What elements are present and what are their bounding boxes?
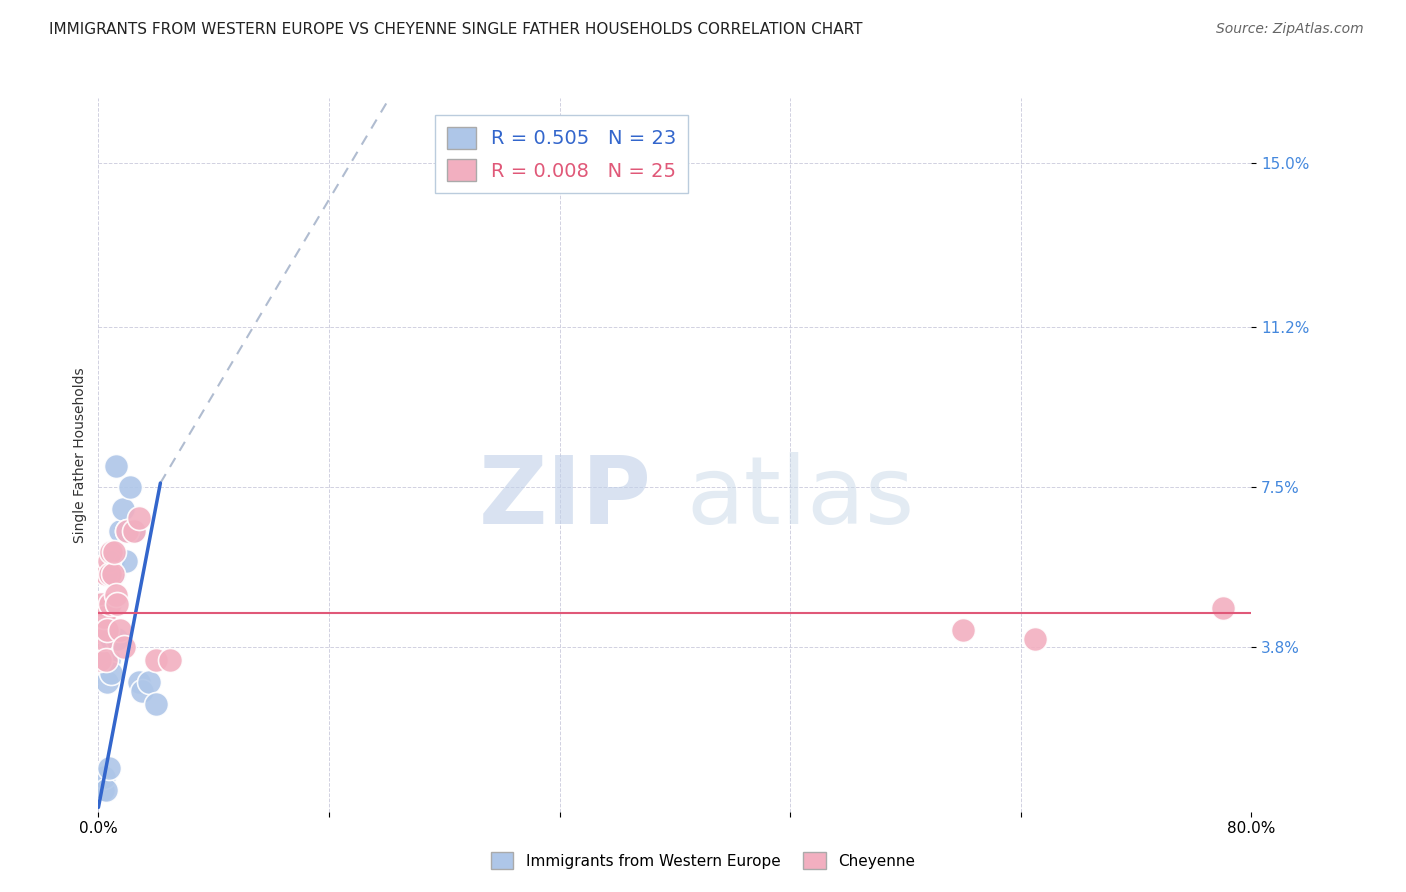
- Point: [111, 502, 134, 516]
- Point: [114, 554, 136, 568]
- Legend: Immigrants from Western Europe, Cheyenne: Immigrants from Western Europe, Cheyenne: [485, 846, 921, 875]
- Point: [103, 566, 125, 581]
- Point: [104, 458, 127, 473]
- Point: [100, 632, 122, 646]
- Point: [105, 632, 128, 646]
- Point: [128, 675, 150, 690]
- Point: [97, 653, 120, 667]
- Y-axis label: Single Father Households: Single Father Households: [73, 368, 87, 542]
- Point: [101, 566, 124, 581]
- Point: [98, 597, 121, 611]
- Point: [100, 666, 122, 681]
- Point: [93, 610, 115, 624]
- Text: ZIP: ZIP: [479, 451, 652, 544]
- Point: [103, 545, 125, 559]
- Point: [96, 623, 118, 637]
- Point: [120, 480, 142, 494]
- Point: [91, 783, 114, 797]
- Point: [94, 653, 117, 667]
- Point: [97, 762, 120, 776]
- Point: [94, 783, 117, 797]
- Point: [108, 524, 131, 538]
- Point: [97, 554, 120, 568]
- Point: [100, 545, 122, 559]
- Legend: R = 0.505   N = 23, R = 0.008   N = 25: R = 0.505 N = 23, R = 0.008 N = 25: [434, 115, 688, 193]
- Point: [131, 683, 153, 698]
- Point: [124, 524, 146, 538]
- Text: atlas: atlas: [686, 451, 915, 544]
- Point: [89, 653, 111, 667]
- Point: [90, 597, 112, 611]
- Point: [98, 566, 121, 581]
- Point: [117, 524, 139, 538]
- Point: [108, 623, 131, 637]
- Point: [104, 589, 127, 603]
- Point: [96, 675, 118, 690]
- Point: [112, 640, 135, 655]
- Point: [138, 675, 160, 690]
- Point: [101, 554, 124, 568]
- Point: [145, 697, 167, 711]
- Point: [117, 524, 139, 538]
- Point: [1212, 601, 1234, 615]
- Point: [124, 524, 146, 538]
- Point: [105, 597, 128, 611]
- Point: [98, 566, 121, 581]
- Point: [159, 653, 181, 667]
- Point: [93, 770, 115, 784]
- Point: [94, 566, 117, 581]
- Text: IMMIGRANTS FROM WESTERN EUROPE VS CHEYENNE SINGLE FATHER HOUSEHOLDS CORRELATION : IMMIGRANTS FROM WESTERN EUROPE VS CHEYEN…: [49, 22, 863, 37]
- Point: [128, 510, 150, 524]
- Point: [91, 632, 114, 646]
- Point: [145, 653, 167, 667]
- Text: Source: ZipAtlas.com: Source: ZipAtlas.com: [1216, 22, 1364, 37]
- Point: [952, 623, 974, 637]
- Point: [1024, 632, 1046, 646]
